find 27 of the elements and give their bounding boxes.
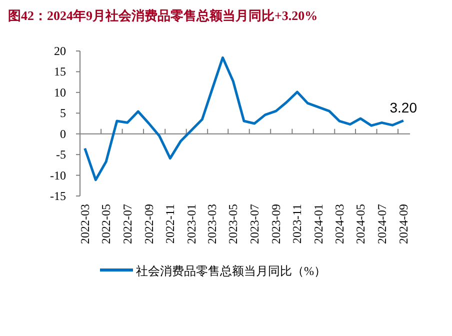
x-tick-label: 2022-07 bbox=[120, 204, 134, 244]
y-tick-label: 15 bbox=[54, 64, 66, 79]
x-tick-label: 2024-09 bbox=[396, 204, 410, 244]
x-tick-label: 2023-05 bbox=[226, 204, 240, 244]
x-tick-label: 2024-03 bbox=[332, 204, 346, 244]
x-tick-label: 2023-01 bbox=[184, 204, 198, 244]
x-tick-label: 2023-11 bbox=[290, 204, 304, 244]
x-tick-label: 2024-07 bbox=[374, 204, 389, 244]
x-tick-label: 2022-05 bbox=[99, 204, 114, 244]
y-tick-label: 5 bbox=[60, 106, 66, 120]
x-tick-label: 2022-11 bbox=[163, 204, 178, 244]
x-tick-label: 2023-03 bbox=[204, 204, 219, 244]
x-tick-label: 2022-09 bbox=[142, 204, 156, 244]
y-tick-label: -5 bbox=[56, 148, 66, 162]
x-tick-label: 2022-03 bbox=[78, 204, 92, 244]
x-tick-label: 2024-01 bbox=[311, 204, 326, 244]
chart-title: 图42：2024年9月社会消费品零售总额当月同比+3.20% bbox=[8, 8, 318, 23]
y-tick-label: -15 bbox=[50, 189, 66, 203]
y-tick-label: 0 bbox=[60, 126, 66, 141]
y-tick-label: 20 bbox=[54, 44, 66, 58]
annotation: 3.20 bbox=[390, 100, 418, 116]
x-tick-label: 2024-05 bbox=[354, 204, 368, 244]
x-tick-label: 2023-07 bbox=[247, 204, 262, 244]
y-tick-label: -10 bbox=[50, 168, 66, 182]
y-tick-label: 10 bbox=[54, 85, 66, 100]
x-tick-label: 2023-09 bbox=[268, 204, 283, 244]
legend-label: 社会消费品零售总额当月同比（%） bbox=[136, 264, 326, 278]
